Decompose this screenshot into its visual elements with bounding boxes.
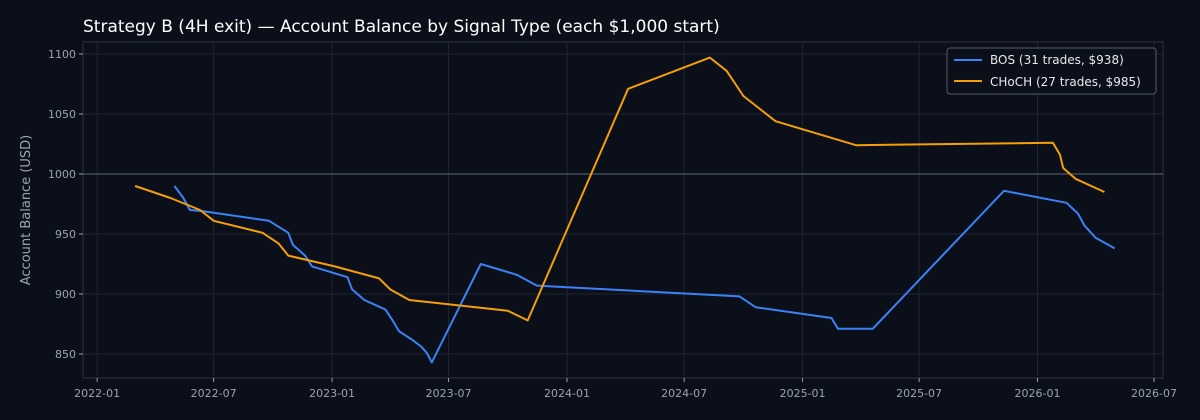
x-tick-label-2022-01: 2022-01	[74, 387, 120, 400]
legend-box	[946, 47, 1157, 95]
chart-title: Strategy B (4H exit) — Account Balance b…	[83, 17, 720, 37]
axes: 850 900 950 1000 1050 1100 2022-01 2022-07 2023-…	[48, 48, 1177, 400]
x-tick-label-2024-01: 2024-01	[544, 387, 590, 400]
series-lines	[134, 56, 1116, 364]
y-tick-label-1000: 1000	[48, 168, 76, 181]
y-tick-label-1050: 1050	[48, 108, 76, 121]
legend-label-bos: BOS (31 trades, $938)	[990, 53, 1124, 67]
x-tick-label-2026-01: 2026-01	[1015, 387, 1061, 400]
series-line-1	[134, 56, 1105, 322]
legend: BOS (31 trades, $938) CHoCH (27 trades, …	[946, 47, 1157, 95]
legend-label-choch: CHoCH (27 trades, $985)	[990, 75, 1141, 89]
x-tick-label-2023-07: 2023-07	[426, 387, 472, 400]
series-line-0	[173, 185, 1116, 364]
x-tick-label-2022-07: 2022-07	[191, 387, 237, 400]
x-tick-label-2025-01: 2025-01	[780, 387, 826, 400]
y-tick-label-1100: 1100	[48, 48, 76, 61]
x-tick-label-2024-07: 2024-07	[661, 387, 707, 400]
plot-area	[82, 41, 1164, 379]
y-axis-label: Account Balance (USD)	[19, 135, 34, 286]
y-tick-label-900: 900	[55, 288, 76, 301]
y-tick-label-850: 850	[55, 348, 76, 361]
y-tick-label-950: 950	[55, 228, 76, 241]
x-tick-label-2026-07: 2026-07	[1131, 387, 1177, 400]
x-tick-label-2025-07: 2025-07	[896, 387, 942, 400]
x-tick-label-2023-01: 2023-01	[309, 387, 355, 400]
